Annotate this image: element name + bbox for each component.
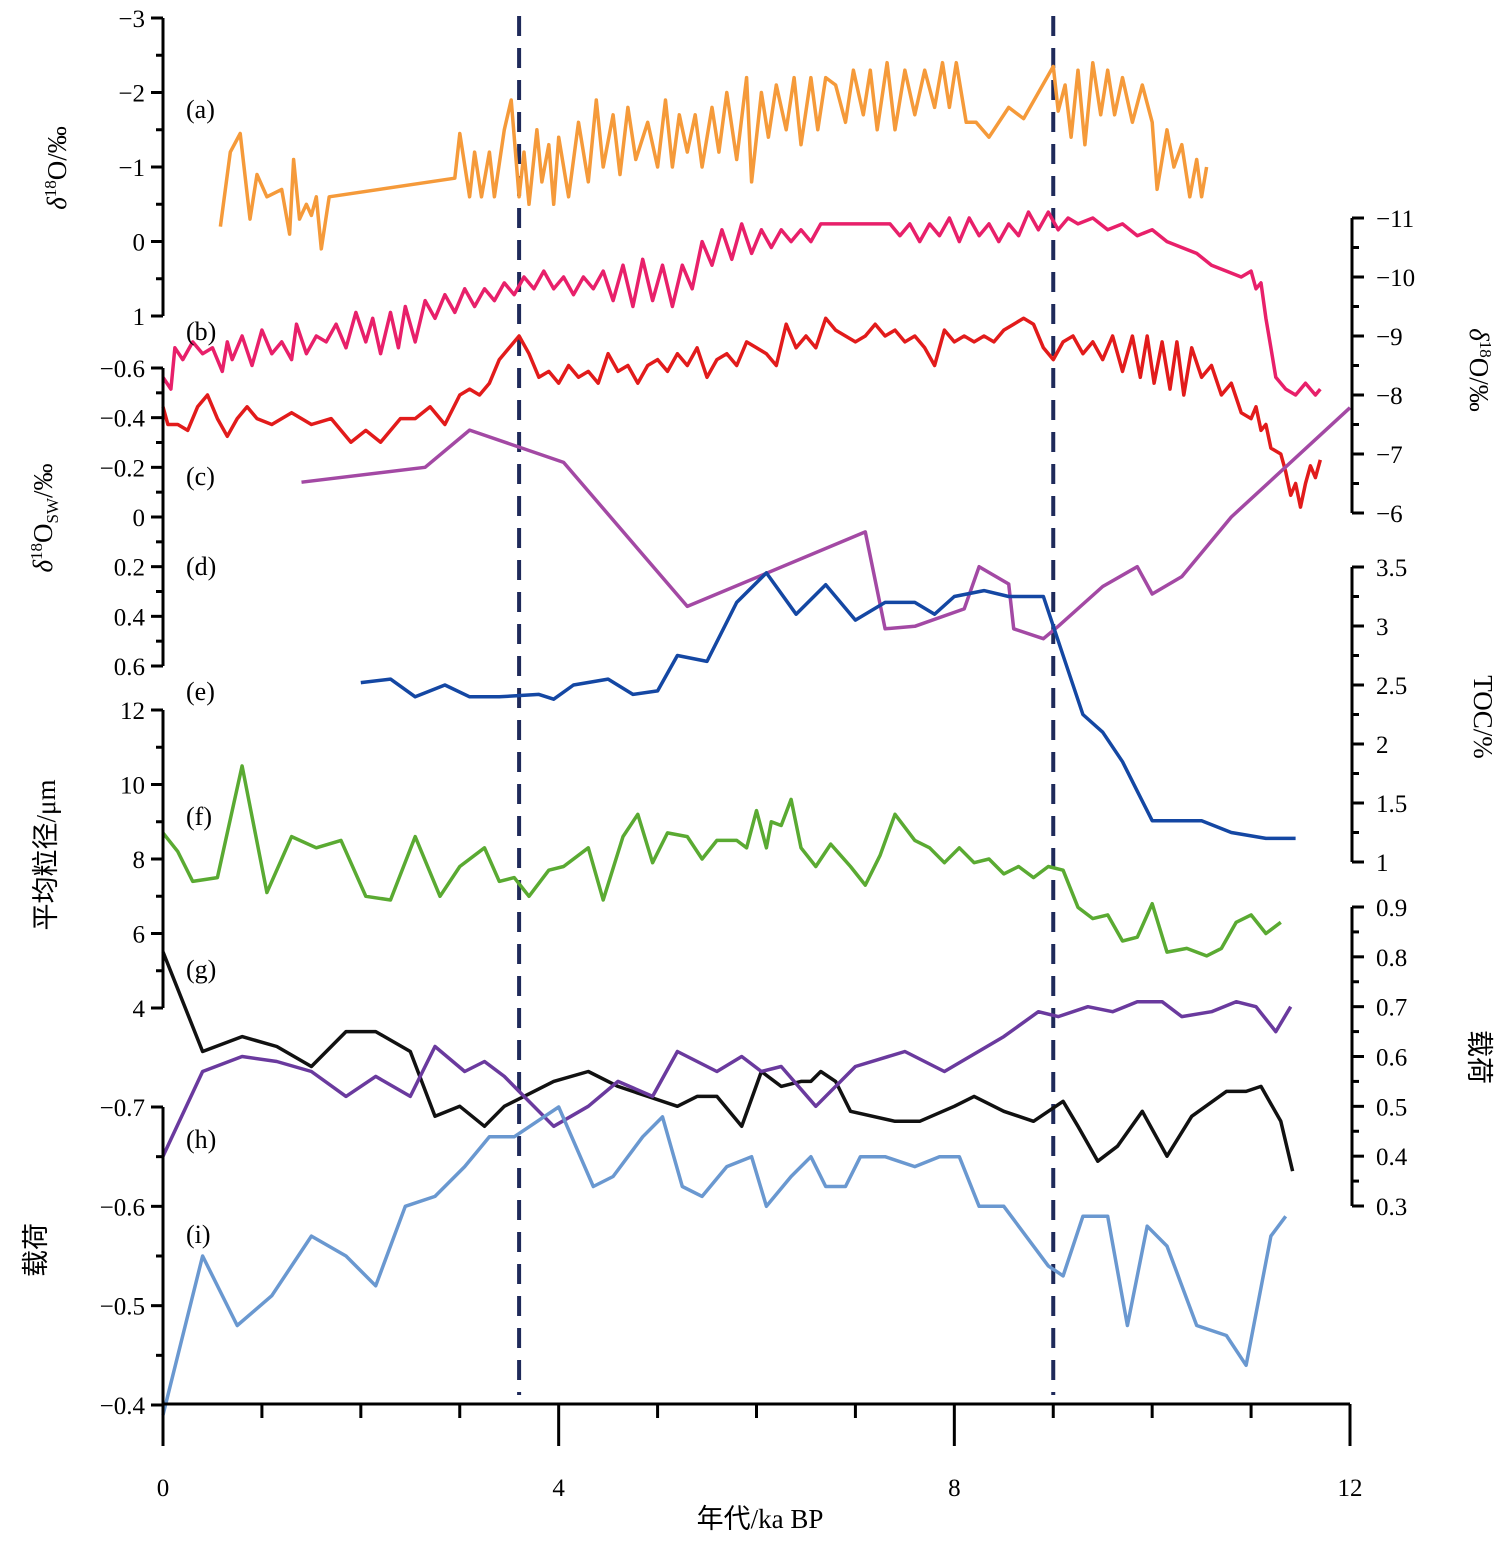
series-line-d	[301, 406, 1352, 641]
panel-label-i: (i)	[186, 1220, 211, 1249]
series-group	[161, 60, 1352, 1416]
y-tick-label-c-1: 0.4	[114, 604, 146, 631]
y-tick-label-c-2: 0.2	[114, 555, 145, 582]
y-tick-label-a-3: −2	[118, 81, 145, 108]
y-tick-label-a-2: −1	[118, 155, 145, 182]
y-tick-label-b-0: −6	[1376, 501, 1403, 528]
axes-group: 10−1−2−3−6−7−8−9−10−110.60.40.20−0.2−0.4…	[100, 6, 1415, 1502]
series-line-e	[360, 571, 1296, 841]
x-axis-title: 年代/ka BP	[697, 1504, 824, 1534]
series-line-i	[161, 1105, 1288, 1416]
x-tick-label-2: 8	[948, 1475, 961, 1502]
y-tick-label-f-3: 10	[120, 773, 145, 800]
y-tick-label-c-6: −0.6	[100, 356, 145, 383]
y-tick-label-f-2: 8	[133, 847, 146, 874]
y-tick-label-g-5: 0.8	[1376, 945, 1407, 972]
y-tick-label-g-0: 0.3	[1376, 1194, 1407, 1221]
x-tick-label-3: 12	[1338, 1475, 1363, 1502]
y-tick-label-f-0: 4	[133, 996, 146, 1023]
y-tick-label-a-1: 0	[133, 230, 146, 257]
y-tick-label-g-2: 0.5	[1376, 1094, 1407, 1121]
y-tick-label-c-4: −0.2	[100, 455, 145, 482]
y-tick-label-a-4: −3	[118, 6, 145, 33]
y-tick-label-b-4: −10	[1376, 265, 1415, 292]
y-tick-label-e-2: 2	[1376, 732, 1389, 759]
y-axis-title-e: TOC/%	[1468, 675, 1498, 759]
series-line-g	[161, 951, 1295, 1172]
y-tick-label-b-5: −11	[1376, 206, 1414, 233]
y-axis-title-f: 平均粒径/μm	[31, 780, 61, 931]
panel-label-f: (f)	[186, 802, 212, 831]
y-tick-label-c-0: 0.6	[114, 654, 145, 681]
y-tick-label-g-6: 0.9	[1376, 895, 1407, 922]
panel-label-h: (h)	[186, 1125, 216, 1154]
y-tick-label-e-3: 2.5	[1376, 673, 1407, 700]
y-tick-label-i-2: −0.6	[100, 1194, 145, 1221]
y-tick-label-e-1: 1.5	[1376, 791, 1407, 818]
y-tick-label-e-0: 1	[1376, 850, 1389, 877]
y-axis-title-a: δ18O/‰	[41, 126, 72, 210]
series-line-h	[161, 999, 1293, 1157]
y-tick-label-e-5: 3.5	[1376, 555, 1407, 582]
y-tick-label-f-4: 12	[120, 698, 145, 725]
panel-label-g: (g)	[186, 955, 216, 984]
y-tick-label-f-1: 6	[133, 922, 146, 949]
series-line-a	[218, 60, 1209, 251]
y-tick-label-b-1: −7	[1376, 442, 1403, 469]
y-tick-label-a-0: 1	[133, 304, 146, 331]
series-line-b	[161, 210, 1322, 397]
panel-label-d: (d)	[186, 552, 216, 581]
series-line-f	[161, 764, 1282, 958]
y-tick-label-e-4: 3	[1376, 614, 1389, 641]
y-axis-title-b: δ18O/‰	[1464, 328, 1495, 412]
y-tick-label-i-1: −0.5	[100, 1294, 145, 1321]
panel-label-e: (e)	[186, 677, 215, 706]
y-tick-label-c-3: 0	[133, 505, 146, 532]
panel-labels-group: (a) (b) (c) (d) (e) (f) (g) (h) (i)	[186, 95, 216, 1249]
x-tick-label-1: 4	[552, 1475, 565, 1502]
series-line-c	[161, 316, 1322, 509]
x-tick-label-0: 0	[157, 1475, 170, 1502]
y-tick-label-g-3: 0.6	[1376, 1045, 1407, 1072]
y-tick-label-g-1: 0.4	[1376, 1144, 1408, 1171]
y-tick-label-c-5: −0.4	[100, 406, 146, 433]
y-tick-label-i-3: −0.7	[100, 1095, 145, 1122]
y-axis-title-c: δ18OSW/‰	[27, 463, 62, 572]
y-tick-label-b-2: −8	[1376, 383, 1403, 410]
panel-label-b: (b)	[186, 317, 216, 346]
y-axis-title-i: 载荷	[21, 1223, 51, 1277]
y-tick-label-b-3: −9	[1376, 324, 1403, 351]
y-axis-title-g: 载荷	[1464, 1030, 1494, 1084]
panel-label-c: (c)	[186, 462, 215, 491]
reference-lines-group	[517, 16, 1056, 1395]
panel-label-a: (a)	[186, 95, 215, 124]
y-tick-label-g-4: 0.7	[1376, 995, 1407, 1022]
y-tick-label-i-0: −0.4	[100, 1393, 146, 1420]
